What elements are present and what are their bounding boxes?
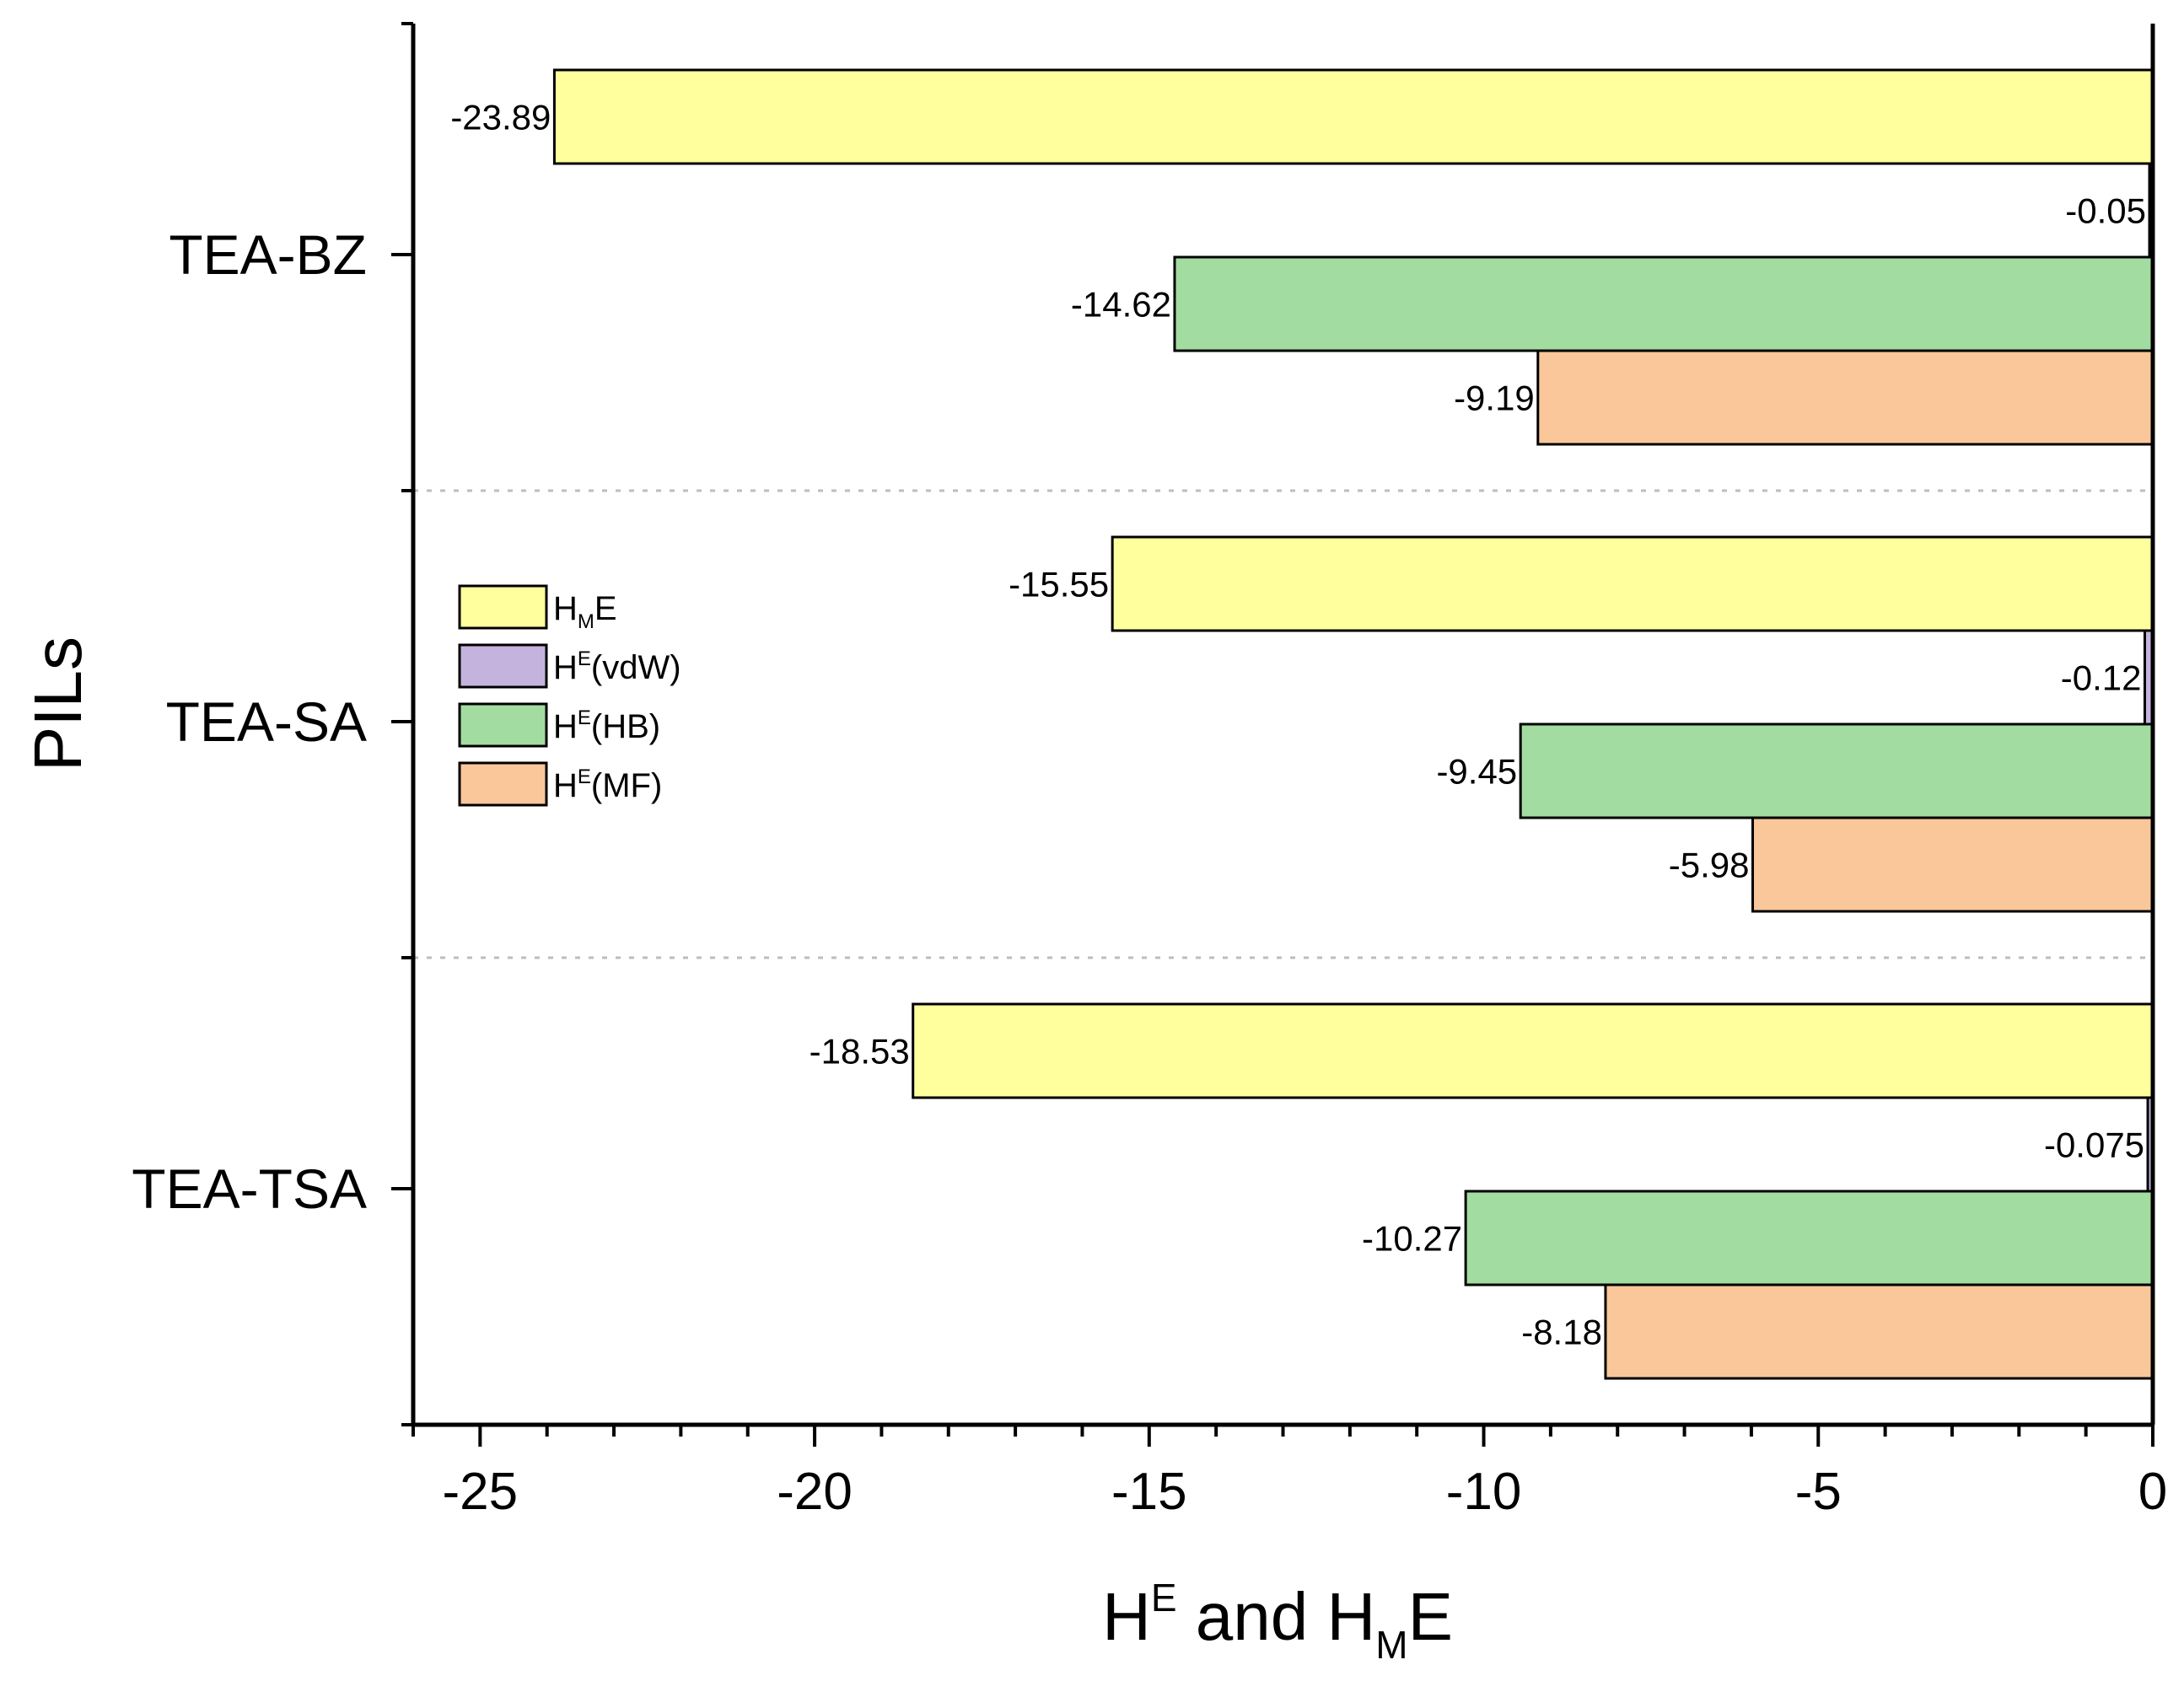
- legend-swatch: [458, 761, 548, 807]
- x-title-part2: and H: [1177, 1579, 1376, 1654]
- y-category-label: TEA-SA: [166, 690, 367, 753]
- legend-label: HE(vdW): [553, 647, 681, 686]
- bar: [1604, 1283, 2154, 1380]
- legend-label: HME: [553, 590, 617, 633]
- y-category-label: TEA-TSA: [132, 1158, 367, 1220]
- bar: [1751, 816, 2154, 913]
- y-category-label: TEA-BZ: [169, 223, 367, 286]
- data-label: -15.55: [1009, 565, 1109, 604]
- data-label: -10.27: [1362, 1219, 1462, 1259]
- bar: [552, 68, 2154, 165]
- x-tick-label: 0: [2138, 1463, 2167, 1521]
- data-label: -0.12: [2061, 658, 2142, 698]
- data-label: -5.98: [1669, 846, 1750, 885]
- x-tick-label: -25: [443, 1463, 519, 1521]
- x-tick-label: -10: [1446, 1463, 1522, 1521]
- data-label: -18.53: [810, 1032, 910, 1072]
- data-label: -0.05: [2065, 191, 2146, 231]
- bars-layer: [552, 68, 2154, 1380]
- bar: [912, 1002, 2154, 1099]
- x-title-sup: E: [1151, 1576, 1177, 1619]
- legend-swatch: [458, 643, 548, 689]
- x-title-part3: E: [1408, 1579, 1453, 1654]
- x-title-sub: M: [1375, 1623, 1407, 1667]
- bar: [1536, 349, 2154, 446]
- data-label: -23.89: [450, 98, 551, 137]
- data-label: -9.19: [1454, 379, 1535, 418]
- x-title-part1: H: [1102, 1579, 1151, 1654]
- data-label: -9.45: [1436, 752, 1517, 792]
- bar: [1173, 255, 2154, 352]
- legend-label: HE(MF): [553, 765, 662, 804]
- legend-label: HE(HB): [553, 706, 660, 745]
- x-tick-label: -5: [1795, 1463, 1842, 1521]
- bar: [1464, 1190, 2154, 1286]
- axes-layer: -25 -20 -15 -10 -5 0 TEA-BZ TEA-SA TEA-TSA: [132, 22, 2167, 1521]
- x-tick-label: -15: [1111, 1463, 1187, 1521]
- labels-layer: -23.89 -0.05 -14.62 -9.19 -15.55 -0.12 -9.45 -5…: [450, 98, 2146, 1352]
- y-axis-title: PILs: [20, 637, 95, 771]
- data-label: -0.075: [2044, 1125, 2144, 1165]
- bar: [1111, 535, 2154, 632]
- legend: HME HE(vdW) HE(HB) HE(MF): [458, 584, 681, 807]
- legend-swatch: [458, 702, 548, 748]
- legend-swatch: [458, 584, 548, 630]
- data-label: -14.62: [1071, 285, 1171, 325]
- x-tick-label: -20: [777, 1463, 853, 1521]
- data-label: -8.18: [1521, 1313, 1602, 1352]
- x-axis-title: HE and HME: [1102, 1576, 1453, 1667]
- bar: [1519, 722, 2154, 819]
